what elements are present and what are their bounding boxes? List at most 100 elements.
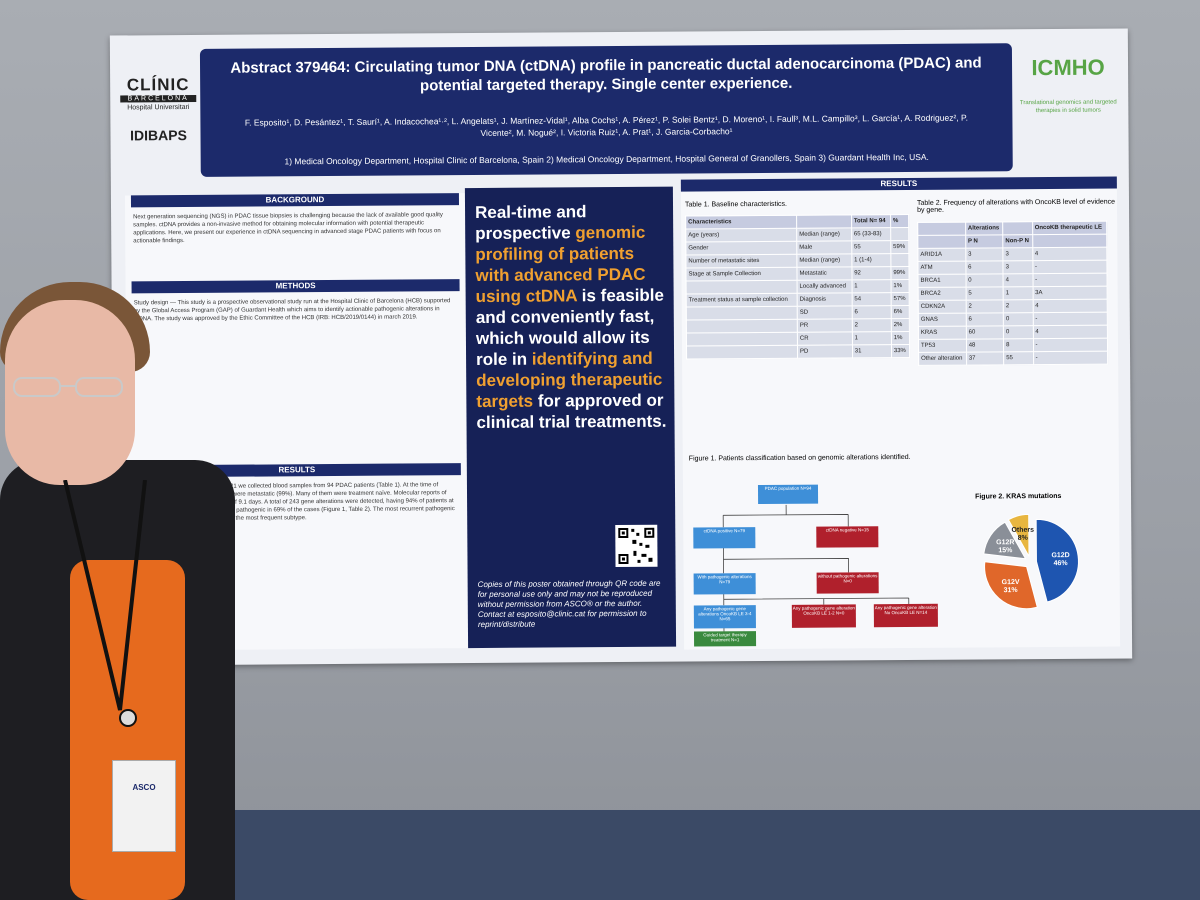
table-cell: Alterations (965, 221, 1003, 236)
table-cell (917, 235, 966, 249)
pie-slice-g12v (984, 561, 1038, 610)
table-row: BRCA1 0 4- (918, 273, 1108, 288)
table-cell: Median (range) (796, 227, 852, 242)
pie-label-others-name: Others (1011, 527, 1034, 534)
table-cell: 0 (1003, 325, 1033, 339)
pie-label-g12r-name: G12R (996, 539, 1014, 546)
table-cell (686, 319, 798, 334)
pie-label-g12v-name: G12V (1002, 579, 1020, 586)
logo-idibaps-text: IDIBAPS (130, 127, 187, 144)
table-cell (917, 222, 966, 236)
table-cell: Metastatic (796, 266, 852, 281)
table-cell (686, 306, 798, 321)
table-cell: 3 (1003, 260, 1033, 274)
table-cell: 3 (965, 247, 1004, 262)
table-cell: 2 (852, 318, 892, 332)
table-cell: 48 (966, 338, 1004, 353)
methods-text: Study design — This study is a prospecti… (133, 298, 451, 323)
table-cell: - (1032, 260, 1107, 274)
table-cell: 6 (851, 305, 892, 319)
table-cell: Male (796, 240, 852, 255)
flowchart-connectors (722, 504, 910, 636)
figure2-title: Figure 2. KRAS mutations (975, 492, 1062, 501)
pie-slice-others (1007, 513, 1030, 557)
results-section: RESULTS Table 1. Baseline characteristic… (680, 176, 1121, 650)
table-cell: 1 (1003, 286, 1033, 300)
table-cell: 60 (966, 325, 1004, 340)
table-cell: ATM (917, 261, 966, 275)
table-cell: 0 (1003, 312, 1033, 326)
figure1-title: Figure 1. Patients classification based … (688, 453, 911, 463)
icmho-logo: ICMHO Translational genomics and targete… (1018, 55, 1118, 116)
table-subheader-row: P N Non-P N (917, 234, 1107, 249)
table-cell: 92 (851, 266, 891, 280)
person-face (5, 300, 135, 485)
table-cell: 4 (1032, 325, 1108, 339)
pie-label-g12d-name: G12D (1051, 552, 1069, 559)
key-message-panel: Real-time and prospective genomic profil… (464, 186, 677, 649)
baseline-characteristics-table: Characteristics Total N= 94% Age (years) Me… (685, 214, 910, 360)
flow-box-pathogenic: With pathogenic alterations N=79 (693, 573, 756, 595)
table-header-row: Alterations OncoKB therapeutic LE (917, 221, 1107, 236)
conference-badge: ASCO (112, 760, 176, 852)
key-message-part-1: Real-time and prospective (474, 202, 587, 244)
table-cell: 31 (852, 344, 892, 358)
table-cell: CR (797, 331, 853, 346)
table-cell: Other alteration (918, 352, 967, 366)
table-row: GNAS 6 0- (918, 312, 1108, 327)
table-cell: 1% (890, 279, 910, 293)
table-cell: BRCA1 (918, 274, 966, 288)
table1-title: Table 1. Baseline characteristics. (684, 200, 787, 209)
pie-slice-g12d (1035, 518, 1079, 603)
table-cell: 99% (890, 266, 910, 280)
qr-code[interactable] (615, 524, 658, 568)
copyright-notice: Copies of this poster obtained through Q… (477, 578, 661, 630)
table-cell: PD (797, 344, 853, 359)
table-cell: Locally advanced (797, 279, 852, 294)
table-cell: Total N= 94 (851, 214, 891, 228)
table-row: CDKN2A 2 2 4 (918, 299, 1108, 314)
flow-box-ctdna-negative: ctDNA negative N=15 (816, 526, 879, 548)
table-cell: 2 (1003, 299, 1033, 313)
table-cell: % (890, 214, 909, 228)
table-cell: 4 (1032, 247, 1107, 261)
table-cell (686, 332, 798, 347)
table-cell: - (1032, 338, 1108, 352)
carpet-floor (230, 810, 1200, 900)
table-cell: 59% (890, 240, 909, 254)
table-cell: 33% (891, 344, 910, 358)
poster-authors: F. Esposito¹, D. Pesántez¹, T. Saurí¹, A… (244, 112, 969, 138)
flow-box-oncokb-3-4: Any pathogenic gene alterations OncoKB L… (693, 605, 756, 629)
table-cell: Non-P N (1002, 234, 1033, 248)
table-cell: 3 (1002, 247, 1033, 261)
table-cell (1002, 221, 1033, 235)
table-cell: Age (years) (685, 228, 797, 243)
scientific-poster: CLÍNIC BARCELONA Hospital Universitari I… (109, 28, 1133, 666)
table-cell: 2% (891, 318, 910, 332)
table-cell: GNAS (918, 313, 967, 327)
clinic-logo: CLÍNIC BARCELONA Hospital Universitari I… (120, 75, 197, 144)
table-cell: Gender (685, 241, 797, 256)
pie-label-g12v-value: 31% (1004, 587, 1019, 594)
qr-code-icon (618, 527, 655, 565)
flow-box-ctdna-positive: ctDNA positive N=79 (693, 527, 756, 549)
table-cell: BRCA2 (918, 287, 966, 301)
alterations-table: Alterations OncoKB therapeutic LE P N Non-P… (917, 221, 1108, 366)
table-cell: 54 (851, 292, 892, 306)
pie-slice-g12r (983, 521, 1027, 560)
table-cell: ARID1A (917, 248, 966, 262)
table-cell (686, 280, 798, 295)
table-cell: 1 (1-4) (851, 253, 891, 267)
table-cell: KRAS (918, 326, 967, 340)
background-text: Next generation sequencing (NGS) in PDAC… (133, 212, 443, 245)
table-cell: Median (range) (796, 253, 852, 268)
table-cell: 3A (1032, 286, 1108, 300)
table-cell: 1 (851, 279, 891, 293)
table-row: KRAS 60 0 4 (918, 325, 1108, 340)
table-cell: - (1032, 273, 1108, 287)
table-cell: SD (797, 305, 853, 320)
results-heading-right: RESULTS (680, 176, 1117, 192)
table-cell: CDKN2A (918, 300, 966, 314)
table-row: ATM 6 3- (917, 260, 1107, 275)
table-row: PD 31 33% (686, 344, 910, 360)
